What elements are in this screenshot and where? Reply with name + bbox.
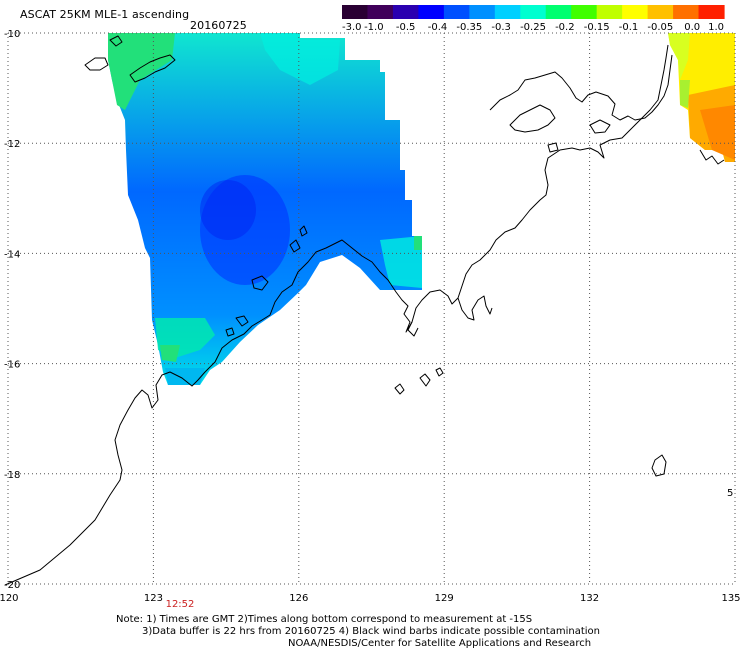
longitude-label: 132 [580, 593, 599, 604]
longitude-label: 120 [0, 593, 19, 604]
colorbar-swatch [494, 5, 521, 19]
latitude-label: -14 [4, 249, 20, 260]
latitude-label: -16 [4, 360, 20, 371]
colorbar-tick-label: -0.05 [647, 22, 673, 31]
colorbar-swatch [392, 5, 419, 19]
colorbar-swatch [596, 5, 623, 19]
colorbar-tick-label: -1.0 [364, 22, 384, 31]
colorbar-tick-label: -0.1 [619, 22, 639, 31]
wind-speed-swath-west [108, 33, 422, 385]
colorbar-tick-label: -0.2 [555, 22, 575, 31]
latitude-label: -12 [4, 139, 20, 150]
colorbar-tick-label: 1.0 [708, 22, 724, 31]
longitude-label: 129 [435, 593, 454, 604]
color-scale-bar: -3.0 -1.0 -0.5 -0.4 -0.35 -0.3 -0.25 -0.2 -0.15-… [342, 5, 725, 31]
wind-speed-swath-east [668, 33, 735, 162]
colorbar-swatch [367, 5, 394, 19]
colorbar-tick-label: -0.35 [456, 22, 482, 31]
colorbar-swatch [342, 5, 369, 19]
note-line-1: Note: 1) Times are GMT 2)Times along bot… [116, 614, 533, 625]
product-title: ASCAT 25KM MLE-1 ascending [20, 8, 190, 21]
note-line-3: NOAA/NESDIS/Center for Satellite Applica… [288, 638, 592, 649]
colorbar-swatch [571, 5, 598, 19]
edge-mark: 5 [727, 488, 733, 499]
wind-swath-map: -10 -12 -14 -16 -18 -20 120 123 126 129 132 135 12… [0, 29, 740, 610]
colorbar-tick-label: -0.4 [428, 22, 448, 31]
colorbar-swatch [698, 5, 725, 19]
colorbar-swatch [520, 5, 547, 19]
colorbar-swatch [622, 5, 649, 19]
note-line-2: 3)Data buffer is 22 hrs from 20160725 4)… [142, 626, 600, 637]
latitude-labels: -10 -12 -14 -16 -18 -20 [4, 29, 20, 591]
colorbar-swatch [673, 5, 700, 19]
colorbar-swatch [418, 5, 445, 19]
time-label: 12:52 [166, 599, 195, 610]
latitude-label: -10 [4, 29, 20, 40]
colorbar-tick-label: -0.25 [520, 22, 546, 31]
longitude-label: 135 [721, 593, 740, 604]
colorbar-tick-label: -3.0 [342, 22, 362, 31]
latitude-label: -18 [4, 470, 20, 481]
longitude-labels: 120 123 126 129 132 135 [0, 593, 740, 604]
colorbar-tick-label: -0.15 [584, 22, 610, 31]
product-date: 20160725 [190, 19, 247, 32]
latitude-label: -20 [4, 580, 20, 591]
green-patch-north [108, 33, 175, 110]
colorbar-tick-label: -0.3 [491, 22, 511, 31]
colorbar-swatch [647, 5, 674, 19]
coastline [4, 35, 725, 586]
colorbar-tick-label: 0.0 [684, 22, 700, 31]
colorbar-swatch [469, 5, 496, 19]
colorbar-swatch [545, 5, 572, 19]
longitude-label: 123 [144, 593, 163, 604]
colorbar-tick-label: -0.5 [396, 22, 416, 31]
low-value-core [200, 175, 290, 285]
colorbar-swatch [443, 5, 470, 19]
longitude-label: 126 [289, 593, 308, 604]
